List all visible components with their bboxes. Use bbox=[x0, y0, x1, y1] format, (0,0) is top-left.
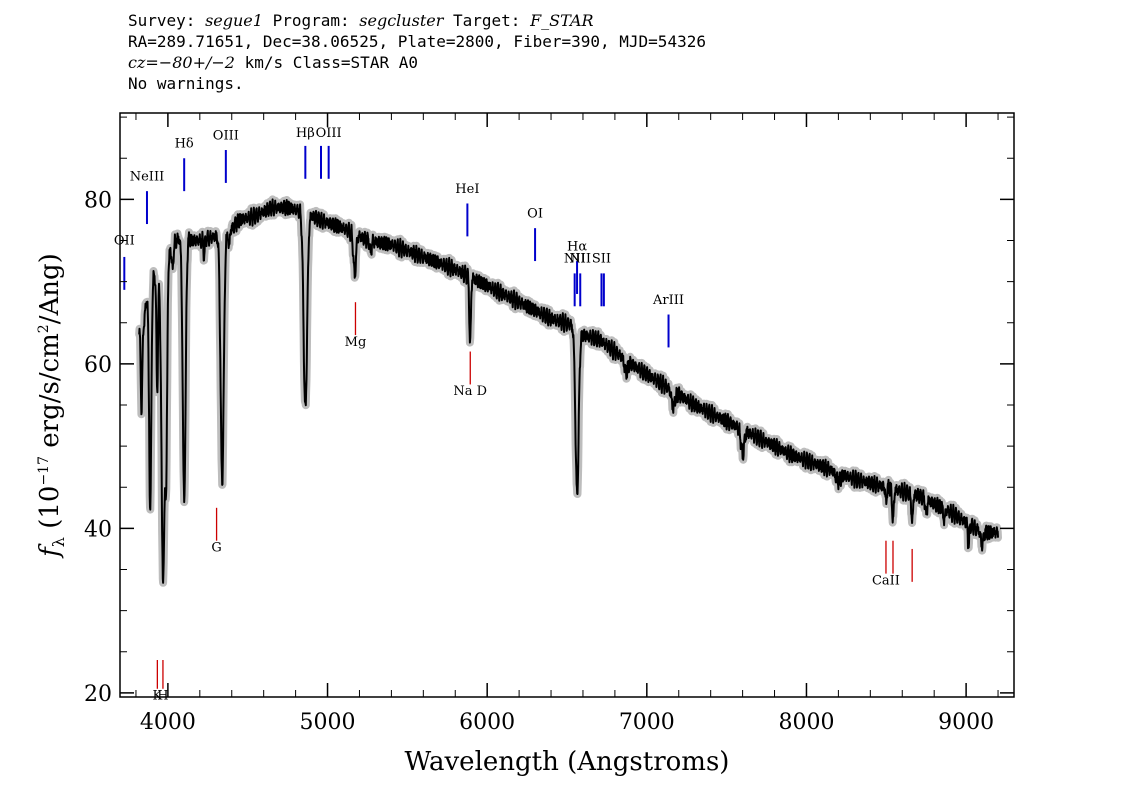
emission-line-label: OII bbox=[114, 234, 135, 249]
y-tick-label: 60 bbox=[84, 353, 112, 378]
plot-frame bbox=[119, 112, 1015, 698]
emission-line-label: Hα bbox=[567, 239, 587, 254]
emission-line-label: HeI bbox=[455, 182, 479, 197]
x-tick-label: 8000 bbox=[778, 710, 834, 735]
x-tick-label: 7000 bbox=[619, 710, 675, 735]
x-axis-title: Wavelength (Angstroms) bbox=[405, 747, 730, 777]
emission-line-label: NII bbox=[569, 252, 591, 267]
y-tick-label: 80 bbox=[84, 188, 112, 213]
y-tick-label: 20 bbox=[84, 682, 112, 707]
header-line-redshift: cz=−80+/−2 km/s Class=STAR A0 bbox=[128, 53, 418, 72]
y-axis-title: fλ (10−17 erg/s/cm2/Ang) bbox=[35, 253, 68, 559]
y-axis-exponent: −17 bbox=[36, 456, 52, 486]
absorption-line-label: H bbox=[157, 688, 168, 703]
x-tick-label: 9000 bbox=[938, 710, 994, 735]
absorption-line-label: CaII bbox=[872, 573, 900, 588]
absorption-line-label: G bbox=[211, 540, 221, 555]
spectrum-layer bbox=[135, 195, 1002, 587]
emission-line-label: OIII bbox=[316, 126, 342, 141]
header-line-survey: Survey: segue1 Program: segcluster Targe… bbox=[128, 11, 594, 30]
emission-line-label: NeIII bbox=[130, 169, 164, 184]
header-line-warnings: No warnings. bbox=[128, 74, 244, 93]
emission-line-label: Hδ bbox=[175, 137, 194, 152]
emission-line-label: SII bbox=[592, 252, 611, 267]
y-tick-label: 40 bbox=[84, 517, 112, 542]
x-tick-label: 5000 bbox=[300, 710, 356, 735]
emission-line-label: Hβ bbox=[296, 126, 315, 141]
y-axis-exponent2: 2 bbox=[36, 324, 52, 333]
axis-ticks: 4000 5000 6000 7000 8000 9000 20 40 60 80 bbox=[84, 113, 1014, 735]
y-axis-open: (10 bbox=[35, 486, 65, 538]
spectrum-header: Survey: segue1 Program: segcluster Targe… bbox=[128, 10, 706, 94]
x-tick-label: 6000 bbox=[459, 710, 515, 735]
spectrum-line bbox=[138, 198, 999, 584]
header-line-coordinates: RA=289.71651, Dec=38.06525, Plate=2800, … bbox=[128, 32, 706, 51]
absorption-line-label: Mg bbox=[345, 335, 367, 350]
y-axis-close: /Ang) bbox=[35, 253, 65, 324]
y-axis-units: erg/s/cm bbox=[35, 333, 65, 456]
y-axis-subscript: λ bbox=[49, 537, 68, 547]
absorption-line-label: K bbox=[152, 688, 162, 703]
absorption-line-label: Na D bbox=[453, 384, 487, 399]
emission-line-label: ArIII bbox=[652, 293, 684, 308]
x-tick-label: 4000 bbox=[140, 710, 196, 735]
emission-line-label: OIII bbox=[213, 128, 239, 143]
emission-line-label: NII bbox=[564, 252, 586, 267]
emission-line-label: OI bbox=[527, 206, 543, 221]
